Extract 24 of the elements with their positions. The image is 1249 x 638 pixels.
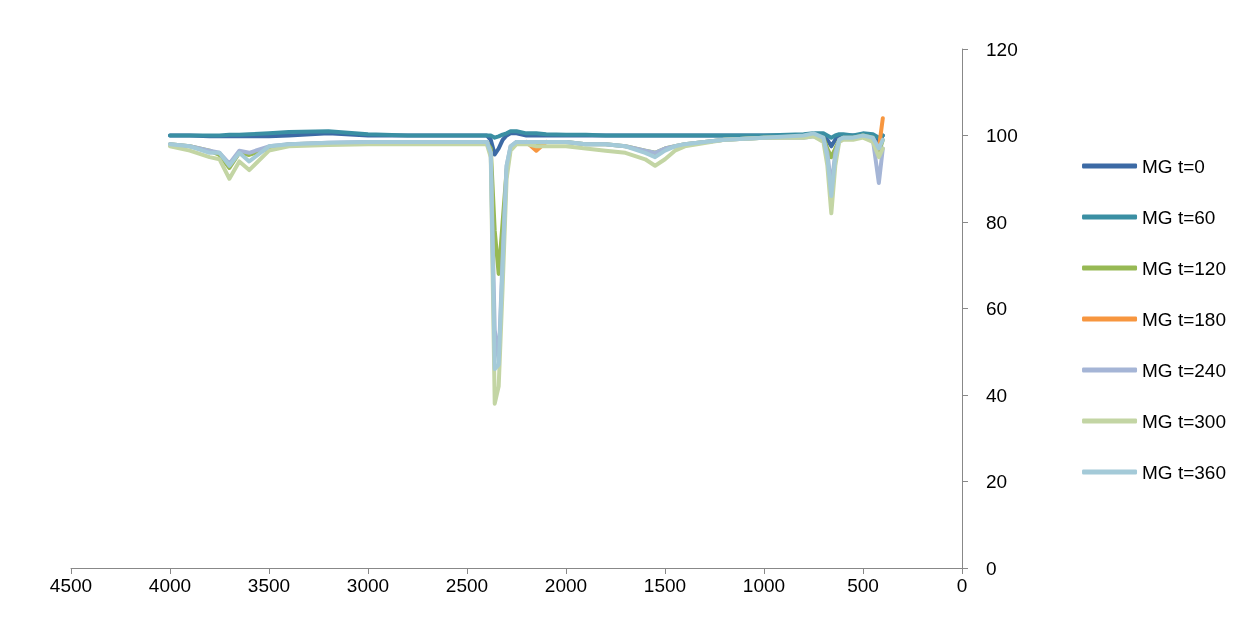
x-tick-label: 4000 (148, 575, 192, 596)
y-tick-label: 0 (986, 557, 997, 579)
legend-label: MG t=0 (1142, 155, 1205, 177)
x-tick-label: 2000 (544, 575, 588, 596)
legend-label: MG t=240 (1142, 359, 1227, 381)
y-tick-label: 100 (986, 125, 1018, 146)
x-tick-label: 3500 (247, 575, 291, 596)
y-tick-label: 40 (986, 384, 1008, 406)
x-tick-label: 2500 (445, 575, 489, 596)
x-tick-label: 1500 (643, 575, 687, 596)
x-tick-label: 3000 (346, 575, 390, 596)
x-tick-label: 0 (956, 575, 968, 596)
x-tick-label: 500 (847, 575, 879, 596)
legend-label: MG t=120 (1142, 257, 1227, 279)
legend-label: MG t=60 (1142, 206, 1216, 228)
x-tick-label: 4500 (49, 575, 93, 596)
x-tick-label: 1000 (742, 575, 786, 596)
y-tick-label: 20 (986, 471, 1008, 492)
legend-label: MG t=300 (1142, 410, 1227, 432)
y-tick-label: 80 (986, 211, 1008, 233)
legend-label: MG t=180 (1142, 308, 1227, 330)
y-tick-label: 120 (986, 38, 1018, 60)
legend-label: MG t=360 (1142, 461, 1227, 483)
y-tick-label: 60 (986, 298, 1008, 319)
